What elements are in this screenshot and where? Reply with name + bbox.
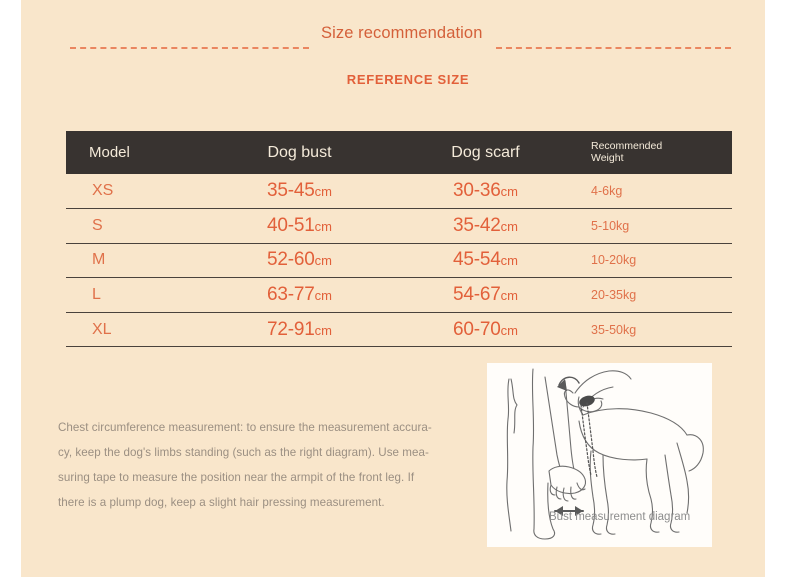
cell-bust-unit: cm bbox=[314, 288, 332, 304]
table-row: M 52-60cm 45-54cm 10-20kg bbox=[66, 243, 732, 279]
bust-measurement-diagram: Bust measurement diagram bbox=[487, 363, 712, 547]
size-table-body: XS 35-45cm 30-36cm 4-6kg S 40-51cm 35-42… bbox=[66, 174, 732, 348]
column-header-model: Model bbox=[89, 144, 130, 161]
column-header-weight: Recommended Weight bbox=[579, 131, 732, 174]
cell-bust-unit: cm bbox=[314, 184, 332, 200]
cell-bust: 72-91cm bbox=[207, 312, 392, 348]
dashed-divider-left bbox=[70, 47, 309, 49]
cell-weight: 5-10kg bbox=[579, 208, 732, 244]
cell-scarf-unit: cm bbox=[500, 253, 518, 269]
table-row: XL 72-91cm 60-70cm 35-50kg bbox=[66, 312, 732, 348]
cell-scarf: 54-67cm bbox=[392, 277, 579, 313]
note-line-1: Chest circumference measurement: to ensu… bbox=[58, 421, 432, 434]
cell-scarf-value: 30-36 bbox=[453, 180, 501, 202]
dog-line-drawing bbox=[506, 368, 704, 540]
content-panel: Size recommendation REFERENCE SIZE Model… bbox=[21, 0, 765, 577]
cell-bust-unit: cm bbox=[314, 322, 332, 338]
measurement-note: Chest circumference measurement: to ensu… bbox=[58, 415, 468, 515]
diagram-caption: Bust measurement diagram bbox=[549, 511, 691, 523]
cell-scarf-value: 60-70 bbox=[453, 318, 501, 340]
cell-scarf-value: 35-42 bbox=[453, 214, 501, 236]
cell-bust: 35-45cm bbox=[207, 174, 392, 210]
cell-weight: 10-20kg bbox=[579, 243, 732, 279]
cell-bust: 63-77cm bbox=[207, 277, 392, 313]
cell-model: S bbox=[66, 208, 207, 244]
cell-scarf-unit: cm bbox=[500, 218, 518, 234]
cell-scarf: 35-42cm bbox=[392, 208, 579, 244]
cell-bust-value: 52-60 bbox=[267, 249, 315, 271]
cell-scarf-unit: cm bbox=[500, 184, 518, 200]
size-table-wrapper: Model Dog bust Dog scarf Recommended Wei… bbox=[66, 131, 732, 348]
cell-model: XL bbox=[66, 312, 207, 348]
table-row: S 40-51cm 35-42cm 5-10kg bbox=[66, 208, 732, 244]
double-arrow-icon bbox=[554, 506, 584, 516]
page-subtitle-text: REFERENCE SIZE bbox=[346, 72, 470, 87]
column-header-bust: Dog bust bbox=[267, 143, 332, 161]
note-line-2: cy, keep the dog's limbs standing (such … bbox=[58, 446, 429, 459]
cell-scarf: 45-54cm bbox=[392, 243, 579, 279]
cell-scarf-unit: cm bbox=[500, 322, 518, 338]
page-title: Size recommendation bbox=[321, 24, 483, 42]
cell-model: L bbox=[66, 277, 207, 313]
cell-weight: 35-50kg bbox=[579, 312, 732, 348]
title-block: Size recommendation bbox=[21, 24, 765, 78]
cell-scarf-value: 54-67 bbox=[453, 284, 501, 306]
column-header-scarf: Dog scarf bbox=[451, 143, 520, 161]
dashed-divider-right bbox=[496, 47, 731, 49]
table-row: L 63-77cm 54-67cm 20-35kg bbox=[66, 277, 732, 313]
size-table-header: Model Dog bust Dog scarf Recommended Wei… bbox=[66, 131, 732, 174]
cell-scarf-value: 45-54 bbox=[453, 249, 501, 271]
size-table: Model Dog bust Dog scarf Recommended Wei… bbox=[66, 131, 732, 348]
note-line-4: there is a plump dog, keep a slight hair… bbox=[58, 496, 385, 509]
column-header-weight-line2: Weight bbox=[591, 151, 624, 164]
cell-weight: 4-6kg bbox=[579, 174, 732, 210]
table-row: XS 35-45cm 30-36cm 4-6kg bbox=[66, 174, 732, 210]
note-line-3: suring tape to measure the position near… bbox=[58, 471, 415, 484]
cell-scarf: 30-36cm bbox=[392, 174, 579, 210]
cell-bust-value: 40-51 bbox=[267, 214, 315, 236]
cell-scarf-unit: cm bbox=[500, 288, 518, 304]
cell-bust-value: 63-77 bbox=[267, 284, 315, 306]
header-row: Model Dog bust Dog scarf Recommended Wei… bbox=[66, 131, 732, 174]
cell-scarf: 60-70cm bbox=[392, 312, 579, 348]
cell-bust-unit: cm bbox=[314, 253, 332, 269]
column-header-weight-line1: Recommended bbox=[591, 140, 663, 152]
cell-model: M bbox=[66, 243, 207, 279]
cell-model: XS bbox=[66, 174, 207, 210]
cell-bust-unit: cm bbox=[314, 218, 332, 234]
cell-bust: 40-51cm bbox=[207, 208, 392, 244]
cell-bust: 52-60cm bbox=[207, 243, 392, 279]
cell-weight: 20-35kg bbox=[579, 277, 732, 313]
cell-bust-value: 35-45 bbox=[267, 180, 315, 202]
page-subtitle: REFERENCE SIZE bbox=[21, 72, 765, 87]
cell-bust-value: 72-91 bbox=[267, 318, 315, 340]
